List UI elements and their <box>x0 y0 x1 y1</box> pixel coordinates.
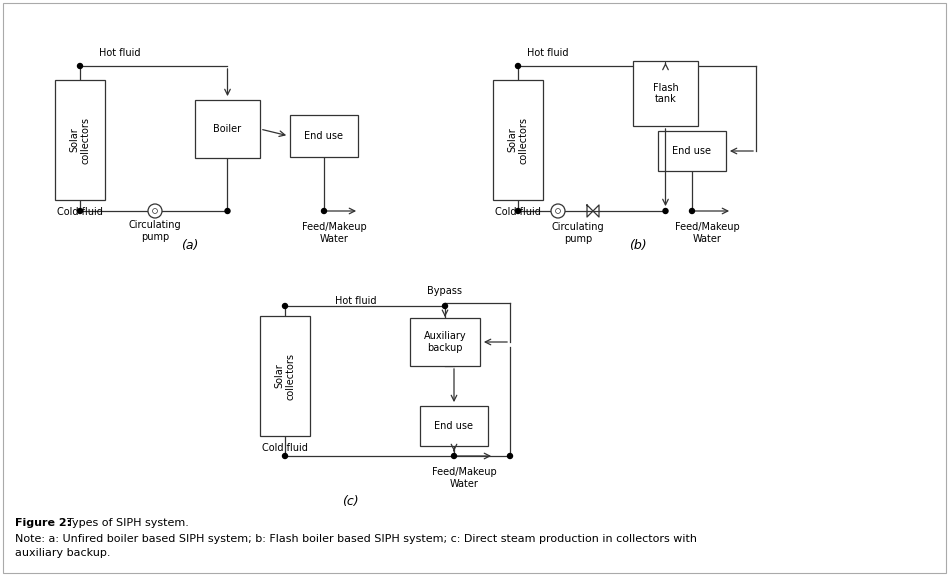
Circle shape <box>690 209 695 214</box>
Text: End use: End use <box>305 131 344 141</box>
Bar <box>493 80 543 200</box>
Text: Hot fluid: Hot fluid <box>335 296 377 306</box>
Circle shape <box>322 209 326 214</box>
Text: (a): (a) <box>181 240 198 252</box>
Text: (b): (b) <box>629 240 647 252</box>
Bar <box>260 316 310 436</box>
Bar <box>290 115 358 157</box>
Circle shape <box>515 209 520 214</box>
Text: Circulating
pump: Circulating pump <box>551 222 605 244</box>
Circle shape <box>225 209 230 214</box>
Bar <box>658 131 726 171</box>
Text: Flash
tank: Flash tank <box>653 83 679 104</box>
Text: Cold fluid: Cold fluid <box>495 207 541 217</box>
Text: Note: a: Unfired boiler based SIPH system; b: Flash boiler based SIPH system; c:: Note: a: Unfired boiler based SIPH syste… <box>15 534 697 544</box>
Text: (c): (c) <box>342 495 359 507</box>
Text: Solar
collectors: Solar collectors <box>274 353 296 400</box>
Circle shape <box>508 453 512 458</box>
Circle shape <box>283 304 288 309</box>
Text: End use: End use <box>673 146 712 156</box>
Text: Bypass: Bypass <box>427 286 462 296</box>
Bar <box>410 318 480 366</box>
Text: Hot fluid: Hot fluid <box>100 48 140 58</box>
Circle shape <box>442 304 448 309</box>
Text: Cold fluid: Cold fluid <box>262 443 307 453</box>
Circle shape <box>452 453 456 458</box>
Circle shape <box>515 63 520 69</box>
Bar <box>420 406 488 446</box>
Circle shape <box>78 63 83 69</box>
Circle shape <box>555 209 561 214</box>
Circle shape <box>663 209 668 214</box>
Text: auxiliary backup.: auxiliary backup. <box>15 548 110 558</box>
Bar <box>633 61 698 126</box>
Text: Feed/Makeup
Water: Feed/Makeup Water <box>302 222 366 244</box>
Bar <box>195 100 260 158</box>
Text: Cold fluid: Cold fluid <box>57 207 102 217</box>
Text: Auxiliary
backup: Auxiliary backup <box>423 331 466 353</box>
Text: Boiler: Boiler <box>214 124 242 134</box>
Circle shape <box>551 204 565 218</box>
Bar <box>55 80 105 200</box>
Circle shape <box>283 453 288 458</box>
Text: Figure 2:: Figure 2: <box>15 518 75 528</box>
Circle shape <box>78 209 83 214</box>
Circle shape <box>153 209 158 214</box>
Text: End use: End use <box>435 421 474 431</box>
Text: Circulating
pump: Circulating pump <box>129 220 181 242</box>
Text: Solar
collectors: Solar collectors <box>69 116 91 164</box>
Text: Types of SIPH system.: Types of SIPH system. <box>67 518 189 528</box>
Circle shape <box>148 204 162 218</box>
Text: Hot fluid: Hot fluid <box>528 48 568 58</box>
Text: Feed/Makeup
Water: Feed/Makeup Water <box>675 222 739 244</box>
Text: Solar
collectors: Solar collectors <box>507 116 529 164</box>
Text: Feed/Makeup
Water: Feed/Makeup Water <box>432 467 496 489</box>
